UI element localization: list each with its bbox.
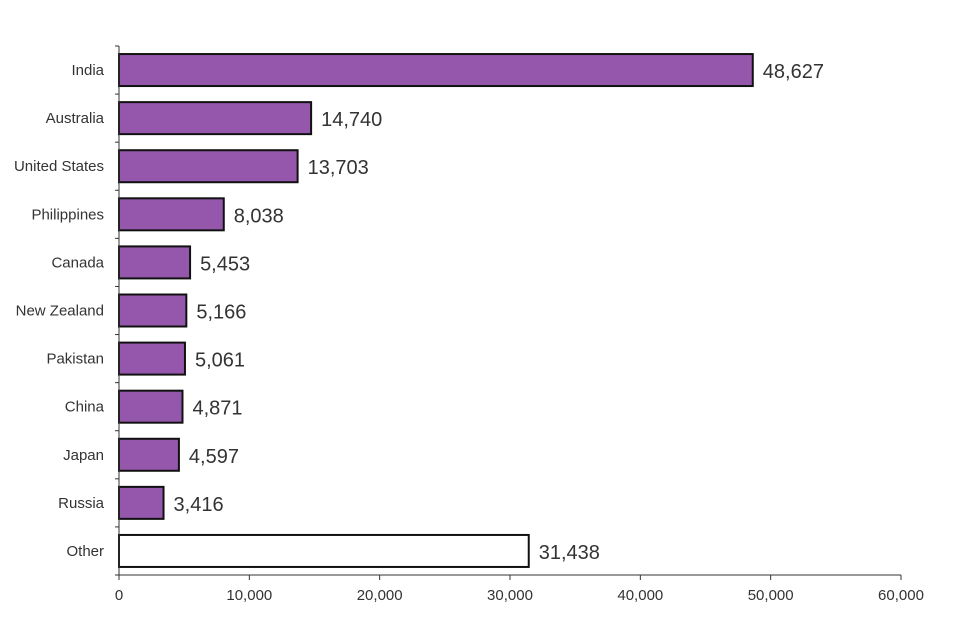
value-label: 13,703 (308, 157, 369, 179)
category-label: Philippines (31, 206, 104, 223)
category-label: Japan (63, 447, 104, 464)
bar-australia (118, 101, 313, 136)
x-tick-label: 20,000 (357, 587, 403, 604)
category-label: United States (14, 158, 104, 175)
bar-other (118, 533, 530, 568)
category-label: India (71, 62, 104, 79)
value-label: 5,453 (200, 253, 250, 275)
x-tick-label: 0 (115, 587, 123, 604)
bar-china (118, 389, 184, 424)
category-label: Pakistan (46, 351, 104, 368)
value-label: 48,627 (763, 61, 824, 83)
category-label: Russia (58, 495, 105, 512)
value-label: 31,438 (539, 542, 600, 564)
category-label: Canada (51, 254, 104, 271)
x-tick-label: 40,000 (617, 587, 663, 604)
value-label: 5,061 (195, 350, 245, 372)
bar-india (118, 53, 754, 88)
bar-philippines (118, 197, 225, 232)
x-tick-label: 10,000 (226, 587, 272, 604)
bar-canada (118, 245, 192, 280)
bar-new-zealand (118, 293, 188, 328)
category-label: New Zealand (16, 303, 104, 320)
value-label: 4,597 (189, 446, 239, 468)
value-label: 14,740 (321, 109, 382, 131)
x-tick-label: 50,000 (748, 587, 794, 604)
value-label: 3,416 (174, 494, 224, 516)
category-label: China (65, 399, 105, 416)
bar-russia (118, 485, 165, 520)
value-label: 5,166 (196, 302, 246, 324)
value-label: 8,038 (234, 205, 284, 227)
x-tick-label: 60,000 (878, 587, 924, 604)
x-tick-label: 30,000 (487, 587, 533, 604)
value-label: 4,871 (192, 398, 242, 420)
bar-united-states (118, 149, 299, 184)
bar-pakistan (118, 341, 186, 376)
bar-japan (118, 437, 180, 472)
category-label: Other (66, 543, 104, 560)
category-label: Australia (46, 110, 105, 127)
